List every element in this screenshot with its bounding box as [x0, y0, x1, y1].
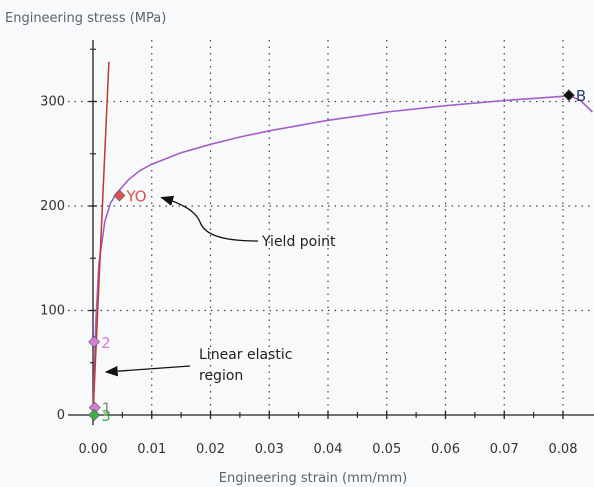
- marker-label-B: B: [576, 87, 586, 105]
- marker-B: [562, 89, 575, 102]
- elastic-region-label-1: region: [199, 368, 243, 384]
- x-tick-label-0: 0.00: [79, 442, 108, 457]
- x-axis-label: Engineering strain (mm/mm): [219, 471, 407, 486]
- markers-group: YO B 2 13: [88, 87, 586, 425]
- x-tick-label-6: 0.06: [431, 442, 460, 457]
- yield-point-label: Yield point: [261, 234, 336, 250]
- yield-arrow: [160, 195, 259, 242]
- y-tick-label-0: 0: [57, 408, 65, 423]
- x-tick-label-3: 0.03: [255, 442, 284, 457]
- y-tick-label-3: 300: [40, 95, 65, 110]
- x-tick-label-7: 0.07: [490, 442, 519, 457]
- elastic-line: [92, 61, 110, 416]
- grid-lines: [68, 40, 594, 415]
- y-tick-label-2: 200: [40, 199, 65, 214]
- marker-3: [88, 409, 101, 421]
- annotations-group: Yield point Linear elastic region: [104, 195, 336, 384]
- x-tick-label-5: 0.05: [372, 442, 401, 457]
- y-tick-label-1: 100: [40, 304, 65, 319]
- elastic-region-label-0: Linear elastic: [199, 347, 292, 363]
- x-tick-label-1: 0.01: [137, 442, 166, 457]
- stress-strain-curve: [92, 94, 593, 416]
- marker-label-2: 2: [101, 334, 111, 352]
- x-tick-label-2: 0.02: [196, 442, 225, 457]
- y-axis-label: Engineering stress (MPa): [5, 11, 166, 26]
- x-tick-label-4: 0.04: [314, 442, 343, 457]
- marker-label-1: 1: [102, 400, 112, 418]
- series-group: [92, 61, 593, 416]
- marker-YO: [113, 189, 126, 202]
- marker-label-3: 3: [101, 407, 111, 425]
- x-tick-label-8: 0.08: [549, 442, 578, 457]
- marker-label-YO: YO: [125, 188, 146, 206]
- marker-2: [88, 335, 101, 348]
- elastic-arrow: [104, 365, 191, 377]
- axes: 0.00 0.01 0.02 0.03 0.04 0.05 0.06 0.07 0.08 0 100…: [40, 40, 594, 457]
